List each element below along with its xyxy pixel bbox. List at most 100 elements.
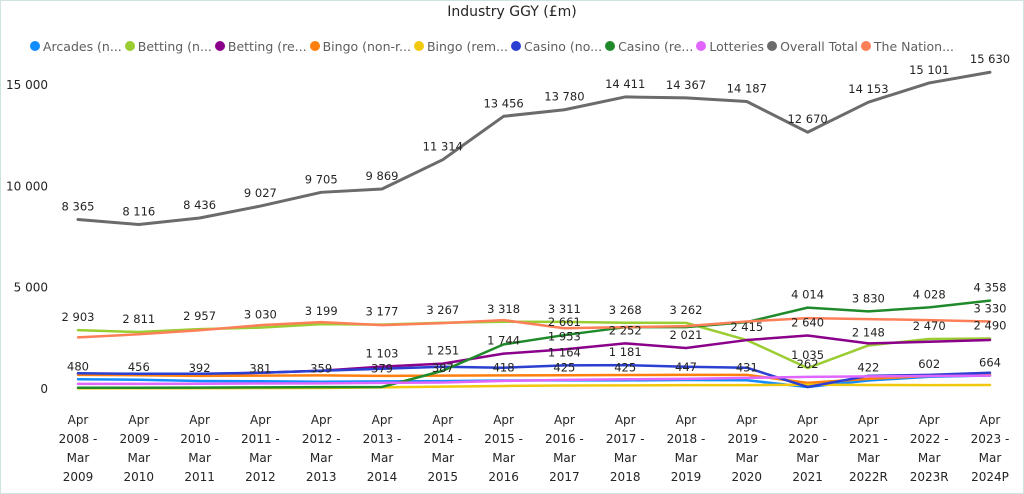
data-label: 1 035 (791, 348, 824, 362)
x-tick-label: Apr (128, 413, 149, 427)
x-tick-label: 2010 (124, 470, 155, 484)
x-tick-label: Apr (311, 413, 332, 427)
data-label: 3 030 (244, 308, 277, 322)
data-label: 418 (493, 361, 515, 375)
x-tick-label: 2022 - (910, 432, 949, 446)
data-label: 3 318 (487, 302, 520, 316)
data-label: 1 251 (426, 344, 459, 358)
x-tick-label: 2020 - (788, 432, 827, 446)
legend-marker-icon (309, 41, 320, 51)
x-tick-label: 2012 (245, 470, 276, 484)
data-label: 431 (736, 360, 758, 374)
data-label: 3 262 (670, 303, 703, 317)
x-tick-label: 2014 - (423, 432, 462, 446)
data-label: 3 830 (852, 291, 885, 305)
legend-item-7[interactable]: Lotteries (696, 39, 764, 54)
x-tick-label: Mar (675, 451, 698, 465)
data-label: 15 630 (970, 52, 1010, 66)
legend-marker-icon (214, 41, 225, 51)
x-tick-label: Apr (615, 413, 636, 427)
x-tick-label: 2016 - (545, 432, 584, 446)
x-tick-label: 2011 - (241, 432, 280, 446)
x-tick-label: 2012 - (302, 432, 341, 446)
x-tick-label: Apr (493, 413, 514, 427)
legend-label: Casino (no... (524, 38, 603, 54)
data-label: 14 367 (666, 78, 706, 92)
data-label: 8 365 (62, 199, 95, 213)
legend-label: Casino (re... (618, 38, 694, 54)
series-line-2 (76, 334, 992, 377)
legend-item-0[interactable]: Arcades (n... (30, 39, 122, 54)
legend-item-8[interactable]: Overall Total (767, 39, 858, 54)
data-label: 3 199 (305, 304, 338, 318)
data-label: 12 670 (787, 112, 827, 126)
x-tick-label: Apr (736, 413, 757, 427)
x-tick-label: Mar (553, 451, 576, 465)
legend-item-3[interactable]: Bingo (non-r... (309, 38, 411, 54)
legend-item-5[interactable]: Casino (no... (511, 39, 602, 54)
data-label: 3 267 (426, 303, 459, 317)
x-tick-label: Mar (67, 451, 90, 465)
data-label: 3 330 (974, 302, 1007, 316)
x-tick-label: Mar (796, 451, 819, 465)
data-label: 13 780 (544, 90, 584, 104)
legend-item-6[interactable]: Casino (re... (605, 39, 693, 54)
x-tick-label: Apr (554, 413, 575, 427)
legend-item-4[interactable]: Bingo (rem... (413, 38, 508, 54)
x-tick-label: Apr (676, 413, 697, 427)
data-label: 425 (614, 360, 636, 374)
legend-marker-icon (767, 41, 778, 51)
series-line-8 (76, 70, 992, 227)
legend-label: Overall Total (780, 38, 858, 54)
data-label: 2 470 (913, 319, 946, 333)
legend-label: Bingo (rem... (426, 38, 508, 54)
data-label: 2 661 (548, 315, 581, 329)
x-tick-label: 2018 (610, 470, 641, 484)
data-label: 14 153 (848, 82, 888, 96)
data-label: 359 (310, 362, 332, 376)
data-label: 2 415 (730, 320, 763, 334)
data-label: 2 640 (791, 315, 824, 329)
legend-marker-icon (860, 41, 871, 51)
legend-item-1[interactable]: Betting (n... (124, 39, 212, 54)
legend-item-2[interactable]: Betting (re... (214, 39, 307, 54)
x-tick-label: Apr (68, 413, 89, 427)
y-tick-label: 15 000 (6, 78, 48, 92)
data-label: 456 (128, 360, 150, 374)
data-label: 381 (249, 361, 271, 375)
data-label: 13 456 (483, 96, 523, 110)
x-tick-label: Apr (372, 413, 393, 427)
x-tick-label: 2019 - (727, 432, 766, 446)
x-tick-label: 2013 - (363, 432, 402, 446)
data-label: 480 (67, 359, 89, 373)
data-label: 1 953 (548, 329, 581, 343)
legend-label: Bingo (non-r... (322, 38, 411, 54)
data-label: 1 103 (366, 347, 399, 361)
data-label: 8 436 (183, 198, 216, 212)
x-tick-label: 2021 (792, 470, 823, 484)
data-label: 3 311 (548, 302, 581, 316)
data-label: 1 181 (609, 345, 642, 359)
x-tick-label: 2017 (549, 470, 580, 484)
x-tick-label: 2016 (488, 470, 519, 484)
data-label: 8 116 (122, 205, 155, 219)
legend-item-9[interactable]: The Nation... (860, 39, 954, 54)
x-tick-label: Mar (188, 451, 211, 465)
x-tick-label: 2023 - (971, 432, 1010, 446)
series-line-6 (76, 299, 992, 390)
x-tick-label: 2017 - (606, 432, 645, 446)
chart-legend[interactable]: Arcades (n... Betting (n... Betting (re...… (30, 37, 957, 55)
data-label: 422 (857, 360, 879, 374)
x-tick-label: Mar (310, 451, 333, 465)
x-tick-label: 2008 - (59, 432, 98, 446)
data-label: 387 (432, 361, 454, 375)
data-label: 2 252 (609, 323, 642, 337)
x-tick-label: Mar (371, 451, 394, 465)
x-tick-label: Mar (614, 451, 637, 465)
data-label: 2 903 (62, 310, 95, 324)
data-label: 1 164 (548, 345, 581, 359)
data-label: 4 358 (974, 281, 1007, 295)
legend-marker-icon (511, 41, 521, 51)
data-label: 392 (189, 361, 211, 375)
data-label: 3 177 (366, 305, 399, 319)
